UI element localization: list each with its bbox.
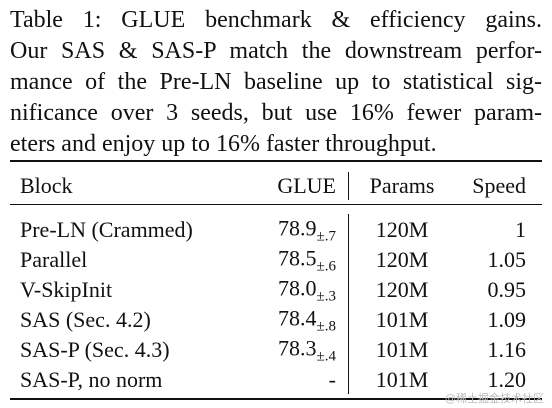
glue-value: 78.3 bbox=[278, 335, 317, 361]
bottom-rule bbox=[10, 398, 542, 400]
params-cell: 120M bbox=[375, 217, 429, 242]
mid-rule bbox=[10, 204, 542, 205]
watermark: @稀土掘金技术社区 bbox=[445, 392, 544, 405]
params-cell: 101M bbox=[375, 367, 429, 392]
column-separator bbox=[348, 172, 349, 200]
glue-cell: 78.4±.8 bbox=[278, 306, 336, 335]
header-cell: Block bbox=[20, 173, 73, 198]
glue-std: ±.7 bbox=[316, 228, 336, 245]
block-cell: V-SkipInit bbox=[20, 277, 113, 302]
block-cell: SAS-P, no norm bbox=[20, 367, 163, 392]
params-cell: 120M bbox=[375, 247, 429, 272]
glue-cell: 78.0±.3 bbox=[278, 276, 336, 305]
speed-cell: 0.95 bbox=[487, 277, 527, 302]
glue-cell: 78.9±.7 bbox=[278, 216, 336, 245]
header-cell: Params bbox=[369, 173, 435, 198]
glue-std: ±.8 bbox=[316, 318, 336, 335]
block-cell: SAS (Sec. 4.2) bbox=[20, 307, 151, 332]
params-cell: 101M bbox=[375, 307, 429, 332]
caption-line: nificance over 3 seeds, but use 16% fewe… bbox=[10, 100, 542, 126]
glue-value: 78.4 bbox=[278, 305, 317, 331]
caption-line: Table 1: GLUE benchmark & efficiency gai… bbox=[10, 7, 542, 33]
params-cell: 101M bbox=[375, 337, 429, 362]
top-rule bbox=[10, 160, 542, 162]
header-cell: GLUE bbox=[277, 173, 336, 198]
glue-std: ±.6 bbox=[316, 258, 336, 275]
speed-cell: 1.09 bbox=[487, 307, 527, 332]
speed-cell: 1.16 bbox=[487, 337, 527, 362]
caption-line: eters and enjoy up to 16% faster through… bbox=[10, 131, 437, 157]
glue-cell: 78.3±.4 bbox=[278, 336, 336, 365]
params-cell: 120M bbox=[375, 277, 429, 302]
caption-line: mance of the Pre-LN baseline up to stati… bbox=[10, 69, 542, 95]
speed-cell: 1.20 bbox=[487, 367, 527, 392]
block-cell: Pre-LN (Crammed) bbox=[20, 217, 193, 242]
glue-value: 78.5 bbox=[278, 245, 317, 271]
glue-value: 78.0 bbox=[278, 275, 317, 301]
glue-cell: - bbox=[329, 367, 336, 393]
glue-std: ±.4 bbox=[316, 348, 336, 365]
glue-value: - bbox=[328, 367, 336, 392]
glue-value: 78.9 bbox=[278, 215, 317, 241]
glue-cell: 78.5±.6 bbox=[278, 246, 336, 275]
speed-cell: 1.05 bbox=[487, 247, 527, 272]
block-cell: Parallel bbox=[20, 247, 88, 272]
header-cell: Speed bbox=[472, 173, 526, 198]
speed-cell: 1 bbox=[515, 217, 526, 242]
glue-std: ±.3 bbox=[316, 288, 336, 305]
column-separator bbox=[348, 214, 349, 394]
block-cell: SAS-P (Sec. 4.3) bbox=[20, 337, 170, 362]
caption-line: Our SAS & SAS-P match the downstream per… bbox=[10, 38, 542, 64]
